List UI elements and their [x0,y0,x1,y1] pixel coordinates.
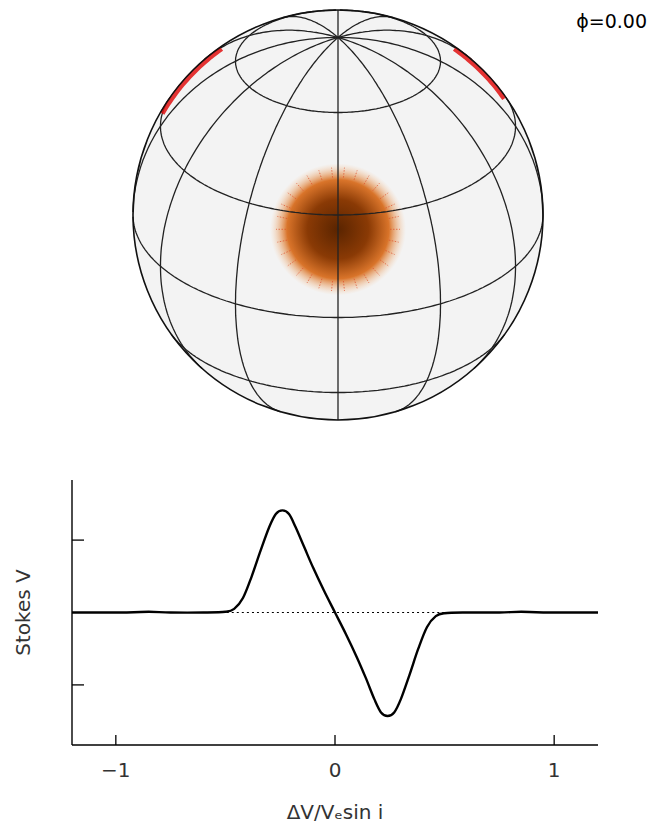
figure: ϕ=0.00 −1 0 1 ΔV/Vₑsin i Stokes V [0,0,657,837]
y-tick [72,684,84,685]
limb-field [454,49,504,99]
y-axis [71,480,72,745]
field-vector [281,204,290,208]
sphere-disk [133,10,543,420]
field-vector [332,281,333,291]
field-vector [277,240,287,242]
field-vector [354,170,357,180]
field-vector [319,170,322,180]
field-vector [281,250,290,254]
field-vector [390,229,400,230]
graticule-line [282,17,338,38]
field-vector [364,176,369,185]
field-vector [354,279,357,289]
x-tick-label: 1 [548,758,561,782]
field-vector [343,168,344,178]
field-vector [288,193,296,199]
graticule-line [338,17,394,38]
field-vector [364,274,369,283]
field-vector [373,268,380,275]
field-vector [380,260,388,266]
field-vector [288,260,296,266]
stokes-v-curve [72,510,598,716]
graticule-line [161,97,516,215]
graticule-line [338,38,441,412]
phase-label: ϕ=0.00 [576,10,647,32]
field-vector [307,274,312,283]
field-vector [380,193,388,199]
field-vector [386,204,395,208]
y-axis-title: Stokes V [11,569,35,656]
graticule-line [337,38,338,421]
x-tick [554,735,555,745]
x-tick-label: −1 [101,758,130,782]
field-vector [373,183,380,190]
field-vector [297,183,304,190]
field-vector [276,229,286,230]
field-vector [307,176,312,185]
field-vector [343,281,344,291]
field-vector [389,216,399,218]
x-tick-label: 0 [329,758,342,782]
field-vector [319,279,322,289]
chart: −1 0 1 ΔV/Vₑsin i Stokes V [11,480,598,824]
graticule-line [133,215,543,318]
limb-field [162,49,221,114]
field-vector [389,240,399,242]
sphere-limb [133,10,543,420]
plot-area [72,510,598,716]
field-vector [332,168,333,178]
field-vector [297,268,304,275]
graticule-line [236,10,441,113]
field-vector [386,250,395,254]
graticule-line [236,38,339,412]
x-tick [334,735,335,745]
y-tick [72,539,84,540]
x-axis-title: ΔV/Vₑsin i [287,800,384,824]
graticule-line [337,10,338,38]
field-vector [277,216,287,218]
sphere [133,10,543,420]
x-tick [115,735,116,745]
